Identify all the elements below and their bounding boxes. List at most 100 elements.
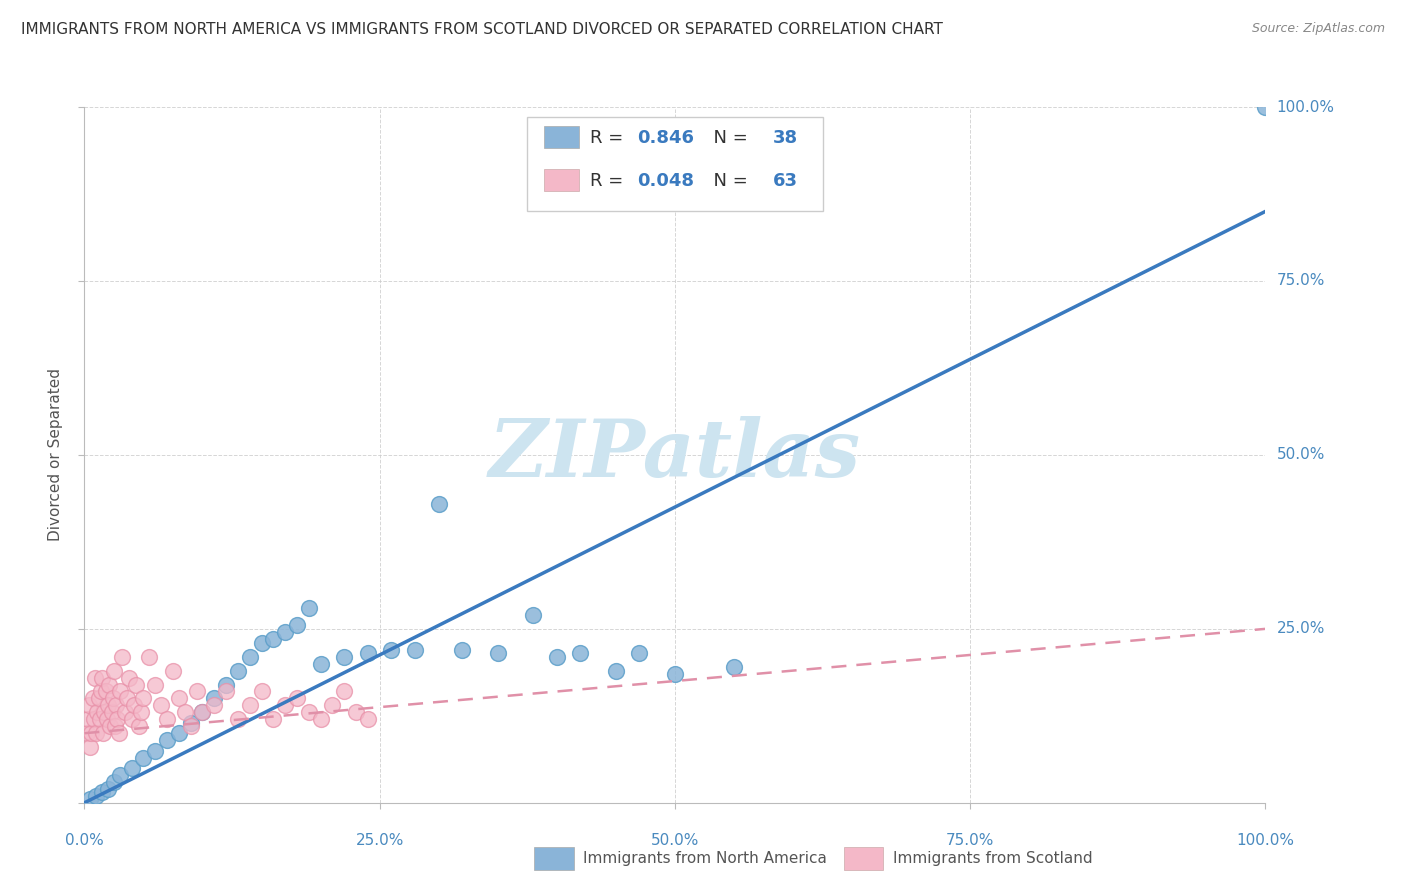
Point [309, 712, 332, 726]
Text: 0.0%: 0.0% [65, 833, 104, 848]
Point [122, 698, 145, 713]
Point [86, 706, 108, 720]
Point [215, 684, 238, 698]
Point [100, 706, 122, 720]
Text: IMMIGRANTS FROM NORTH AMERICA VS IMMIGRANTS FROM SCOTLAND DIVORCED OR SEPARATED : IMMIGRANTS FROM NORTH AMERICA VS IMMIGRA… [21, 22, 943, 37]
Point [138, 649, 160, 664]
Point [80, 726, 103, 740]
Text: N =: N = [702, 129, 754, 147]
Point [215, 677, 238, 691]
Text: R =: R = [591, 129, 628, 147]
Text: 50.0%: 50.0% [651, 833, 699, 848]
Point [321, 698, 343, 713]
Text: 38: 38 [773, 129, 799, 147]
Point [226, 664, 249, 678]
Point [82, 691, 104, 706]
Point [90, 684, 112, 698]
Point [309, 657, 332, 671]
Text: 0.048: 0.048 [637, 172, 695, 191]
Point [173, 706, 195, 720]
Point [87, 691, 110, 706]
Text: Source: ZipAtlas.com: Source: ZipAtlas.com [1251, 22, 1385, 36]
Point [111, 649, 134, 664]
Point [103, 664, 125, 678]
Text: R =: R = [591, 172, 628, 191]
Point [167, 726, 190, 740]
Point [298, 706, 321, 720]
Point [274, 625, 297, 640]
Point [103, 775, 125, 789]
Point [344, 706, 367, 720]
Point [357, 712, 380, 726]
Point [98, 677, 121, 691]
Point [451, 642, 474, 657]
Text: 25.0%: 25.0% [356, 833, 404, 848]
Text: 75.0%: 75.0% [1277, 274, 1324, 288]
Point [274, 698, 297, 713]
Point [84, 671, 107, 685]
Point [108, 684, 131, 698]
Point [250, 636, 273, 650]
Point [98, 719, 121, 733]
Point [150, 698, 173, 713]
Point [226, 712, 249, 726]
Point [132, 750, 155, 764]
Point [143, 677, 166, 691]
Point [191, 706, 214, 720]
Point [333, 684, 356, 698]
Point [97, 781, 120, 796]
Point [357, 646, 380, 660]
Text: 25.0%: 25.0% [1277, 622, 1324, 636]
Text: Immigrants from Scotland: Immigrants from Scotland [893, 852, 1092, 866]
Point [107, 726, 129, 740]
Point [107, 712, 129, 726]
Point [262, 712, 284, 726]
Point [522, 607, 544, 622]
Point [84, 726, 107, 740]
Point [77, 698, 100, 713]
Point [128, 719, 150, 733]
Text: 0.846: 0.846 [637, 129, 695, 147]
Point [91, 671, 114, 685]
Point [404, 642, 426, 657]
Point [101, 691, 124, 706]
Point [186, 684, 208, 698]
Point [546, 649, 568, 664]
Point [156, 733, 179, 747]
Point [202, 698, 225, 713]
Point [105, 698, 128, 713]
Point [84, 789, 107, 803]
Point [202, 691, 225, 706]
Point [108, 768, 131, 782]
Point [79, 740, 101, 755]
Point [1254, 100, 1277, 114]
Point [96, 712, 118, 726]
Point [83, 712, 105, 726]
Point [93, 706, 115, 720]
Point [723, 660, 745, 674]
Point [121, 761, 143, 775]
Text: 50.0%: 50.0% [1277, 448, 1324, 462]
Point [569, 646, 592, 660]
Point [285, 618, 308, 632]
Point [298, 601, 321, 615]
Point [156, 712, 179, 726]
FancyBboxPatch shape [527, 118, 823, 211]
Text: 75.0%: 75.0% [946, 833, 994, 848]
Point [125, 677, 148, 691]
Point [191, 706, 214, 720]
Point [115, 691, 138, 706]
Point [121, 712, 143, 726]
Point [79, 792, 101, 806]
Point [77, 712, 100, 726]
Point [333, 649, 356, 664]
Point [118, 671, 141, 685]
Point [262, 632, 284, 647]
Point [239, 698, 262, 713]
Point [132, 691, 155, 706]
Text: N =: N = [702, 172, 754, 191]
Point [143, 744, 166, 758]
Point [180, 719, 202, 733]
Point [91, 726, 114, 740]
Point [628, 646, 651, 660]
